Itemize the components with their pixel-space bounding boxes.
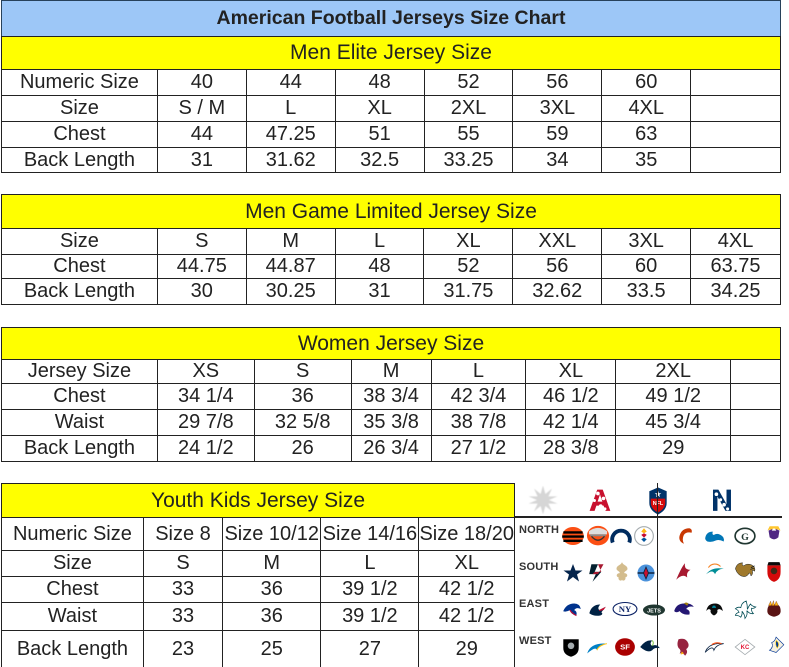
svg-text:A: A (589, 484, 610, 517)
svg-text:NY: NY (619, 604, 632, 614)
svg-text:JETS: JETS (647, 609, 661, 615)
svg-text:N: N (711, 484, 732, 517)
svg-text:KC: KC (741, 645, 750, 651)
svg-text:G: G (741, 532, 749, 543)
svg-text:NFL: NFL (653, 501, 664, 507)
svg-text:SF: SF (620, 643, 630, 652)
